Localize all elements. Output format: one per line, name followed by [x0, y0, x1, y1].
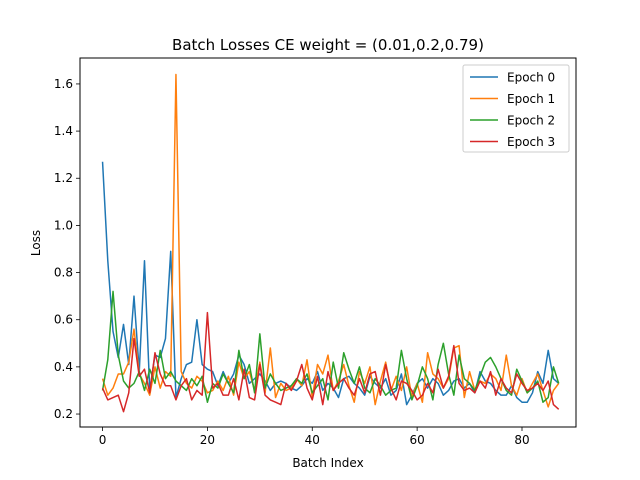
- x-tick-label: 0: [99, 433, 107, 447]
- y-tick-label: 1.0: [54, 218, 73, 232]
- y-tick-label: 0.4: [54, 360, 73, 374]
- series-line-epoch-1: [101, 73, 560, 408]
- y-tick-label: 0.2: [54, 407, 73, 421]
- series-line-epoch-3: [101, 311, 560, 413]
- chart-title: Batch Losses CE weight = (0.01,0.2,0.79): [172, 36, 484, 54]
- legend-box: [462, 64, 570, 153]
- legend: Epoch 0 Epoch 1 Epoch 2 Epoch 3: [462, 64, 570, 153]
- y-axis-label: Loss: [29, 230, 43, 256]
- y-tick-label: 1.2: [54, 171, 73, 185]
- y-tick-label: 1.4: [54, 124, 73, 138]
- x-tick-label: 40: [305, 433, 320, 447]
- legend-label-epoch-1: Epoch 1: [507, 92, 555, 106]
- plot-area: [101, 73, 560, 413]
- y-tick-label: 1.6: [54, 77, 73, 91]
- x-axis: 0 20 40 60 80: [99, 427, 530, 447]
- y-tick-label: 0.6: [54, 313, 73, 327]
- legend-label-epoch-0: Epoch 0: [507, 71, 555, 85]
- plot-frame: [79, 57, 577, 428]
- y-axis: 0.2 0.4 0.6 0.8 1.0 1.2 1.4 1.6: [54, 77, 80, 421]
- legend-label-epoch-3: Epoch 3: [507, 135, 555, 149]
- x-tick-label: 80: [514, 433, 529, 447]
- legend-label-epoch-2: Epoch 2: [507, 114, 555, 128]
- y-tick-label: 0.8: [54, 266, 73, 280]
- x-tick-label: 20: [200, 433, 215, 447]
- x-axis-label: Batch Index: [292, 456, 363, 470]
- x-tick-label: 60: [409, 433, 424, 447]
